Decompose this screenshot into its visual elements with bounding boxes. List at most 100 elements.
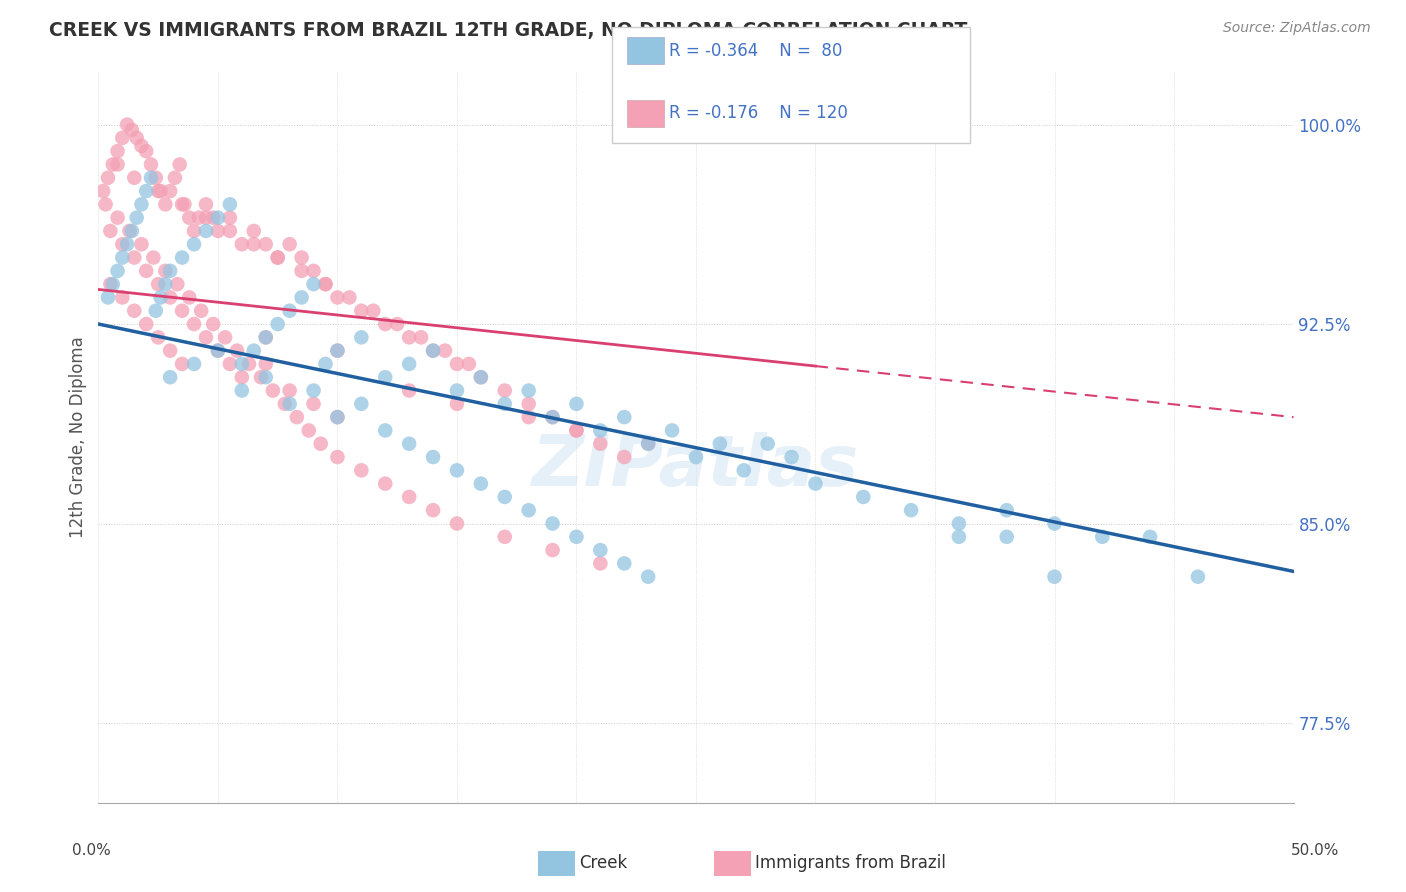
Point	[494, 530, 516, 544]
Point	[172, 357, 194, 371]
Point	[107, 157, 129, 171]
Point	[254, 370, 277, 384]
Point	[291, 290, 314, 304]
Point	[172, 197, 194, 211]
Point	[350, 303, 373, 318]
Point	[637, 436, 659, 450]
Point	[183, 357, 205, 371]
Point	[446, 357, 468, 371]
Point	[541, 516, 564, 531]
Point	[124, 303, 146, 318]
Point	[422, 450, 444, 464]
Point	[207, 343, 229, 358]
Point	[159, 264, 181, 278]
Point	[243, 343, 266, 358]
Point	[231, 357, 253, 371]
Point	[195, 224, 218, 238]
Point	[637, 436, 659, 450]
Point	[517, 397, 540, 411]
Point	[315, 277, 337, 292]
Point	[115, 118, 138, 132]
Point	[278, 384, 301, 398]
Point	[517, 410, 540, 425]
Point	[254, 357, 277, 371]
Point	[219, 357, 242, 371]
Point	[315, 357, 337, 371]
Point	[142, 251, 165, 265]
Point	[374, 370, 396, 384]
Text: 50.0%: 50.0%	[1291, 843, 1339, 858]
Point	[135, 144, 157, 158]
Point	[149, 184, 172, 198]
Point	[250, 370, 273, 384]
Point	[948, 530, 970, 544]
Point	[101, 157, 124, 171]
Point	[685, 450, 707, 464]
Point	[107, 264, 129, 278]
Point	[190, 303, 212, 318]
Y-axis label: 12th Grade, No Diploma: 12th Grade, No Diploma	[69, 336, 87, 538]
Point	[278, 397, 301, 411]
Point	[135, 184, 157, 198]
Text: R = -0.364    N =  80: R = -0.364 N = 80	[669, 42, 842, 60]
Point	[411, 330, 433, 344]
Point	[385, 317, 409, 331]
Point	[179, 211, 201, 225]
Point	[159, 184, 181, 198]
Point	[207, 211, 229, 225]
Point	[124, 251, 146, 265]
Point	[1091, 530, 1114, 544]
Point	[231, 370, 253, 384]
Point	[98, 224, 122, 238]
Point	[398, 330, 420, 344]
Point	[139, 170, 162, 185]
Point	[852, 490, 875, 504]
Point	[285, 410, 308, 425]
Point	[661, 424, 683, 438]
Point	[262, 384, 284, 398]
Point	[470, 370, 492, 384]
Point	[756, 436, 779, 450]
Point	[302, 277, 325, 292]
Point	[613, 410, 636, 425]
Point	[995, 503, 1018, 517]
Point	[278, 237, 301, 252]
Text: R = -0.176    N = 120: R = -0.176 N = 120	[669, 104, 848, 122]
Point	[350, 397, 373, 411]
Point	[149, 290, 172, 304]
Point	[565, 424, 588, 438]
Point	[159, 290, 181, 304]
Point	[589, 557, 612, 571]
Point	[254, 330, 277, 344]
Point	[118, 224, 141, 238]
Point	[107, 211, 129, 225]
Point	[446, 397, 468, 411]
Point	[494, 490, 516, 504]
Point	[565, 424, 588, 438]
Point	[302, 264, 325, 278]
Point	[458, 357, 481, 371]
Point	[169, 157, 191, 171]
Point	[541, 410, 564, 425]
Point	[470, 370, 492, 384]
Point	[267, 251, 290, 265]
Point	[172, 303, 194, 318]
Point	[948, 516, 970, 531]
Point	[422, 343, 444, 358]
Point	[148, 184, 170, 198]
Point	[111, 251, 134, 265]
Point	[995, 530, 1018, 544]
Point	[1043, 516, 1066, 531]
Point	[98, 277, 122, 292]
Text: Immigrants from Brazil: Immigrants from Brazil	[755, 855, 946, 872]
Point	[804, 476, 827, 491]
Point	[446, 463, 468, 477]
Point	[398, 384, 420, 398]
Point	[274, 397, 297, 411]
Point	[1187, 570, 1209, 584]
Point	[398, 436, 420, 450]
Point	[101, 277, 124, 292]
Point	[291, 251, 314, 265]
Point	[541, 410, 564, 425]
Point	[900, 503, 922, 517]
